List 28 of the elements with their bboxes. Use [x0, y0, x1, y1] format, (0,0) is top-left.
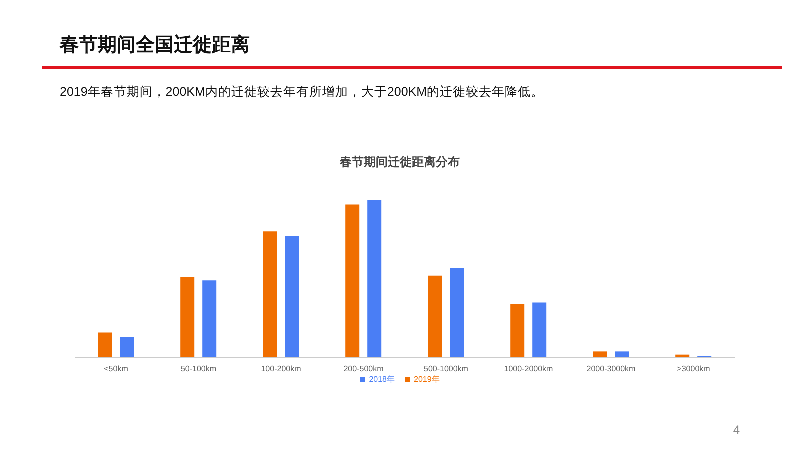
bar [510, 304, 525, 358]
bar [180, 277, 195, 358]
bar [593, 352, 608, 358]
x-tick-label: 50-100km [180, 364, 217, 374]
bar [263, 232, 278, 358]
x-tick-label: >3000km [677, 364, 711, 374]
bar [120, 337, 134, 358]
x-tick-label: 200-500km [344, 364, 384, 374]
legend-label: 2019年 [414, 375, 440, 384]
x-tick-label: 1000-2000km [504, 364, 554, 374]
legend-label: 2018年 [369, 375, 395, 384]
text: 春节期间迁徙距离分布 [339, 154, 461, 171]
text: 4 [733, 423, 740, 437]
bar [98, 332, 112, 358]
bar [285, 236, 300, 358]
bar [450, 268, 464, 358]
chart-subtitle: 2019年春节期间，200KM内的迁徙较去年有所增加，大于200KM的迁徙较去年降低。 [60, 84, 544, 101]
x-tick-label: 500-1000km [424, 364, 469, 374]
x-tick-label: <50km [104, 364, 129, 374]
chart-title: 春节期间全国迁徙距离 [60, 34, 250, 58]
x-tick-label: 2000-3000km [586, 364, 636, 374]
bar [428, 276, 442, 358]
bar [615, 352, 630, 358]
bar [202, 280, 217, 358]
bar [532, 302, 547, 358]
bar [346, 204, 360, 358]
bar [368, 200, 382, 358]
x-tick-label: 100-200km [261, 364, 302, 374]
